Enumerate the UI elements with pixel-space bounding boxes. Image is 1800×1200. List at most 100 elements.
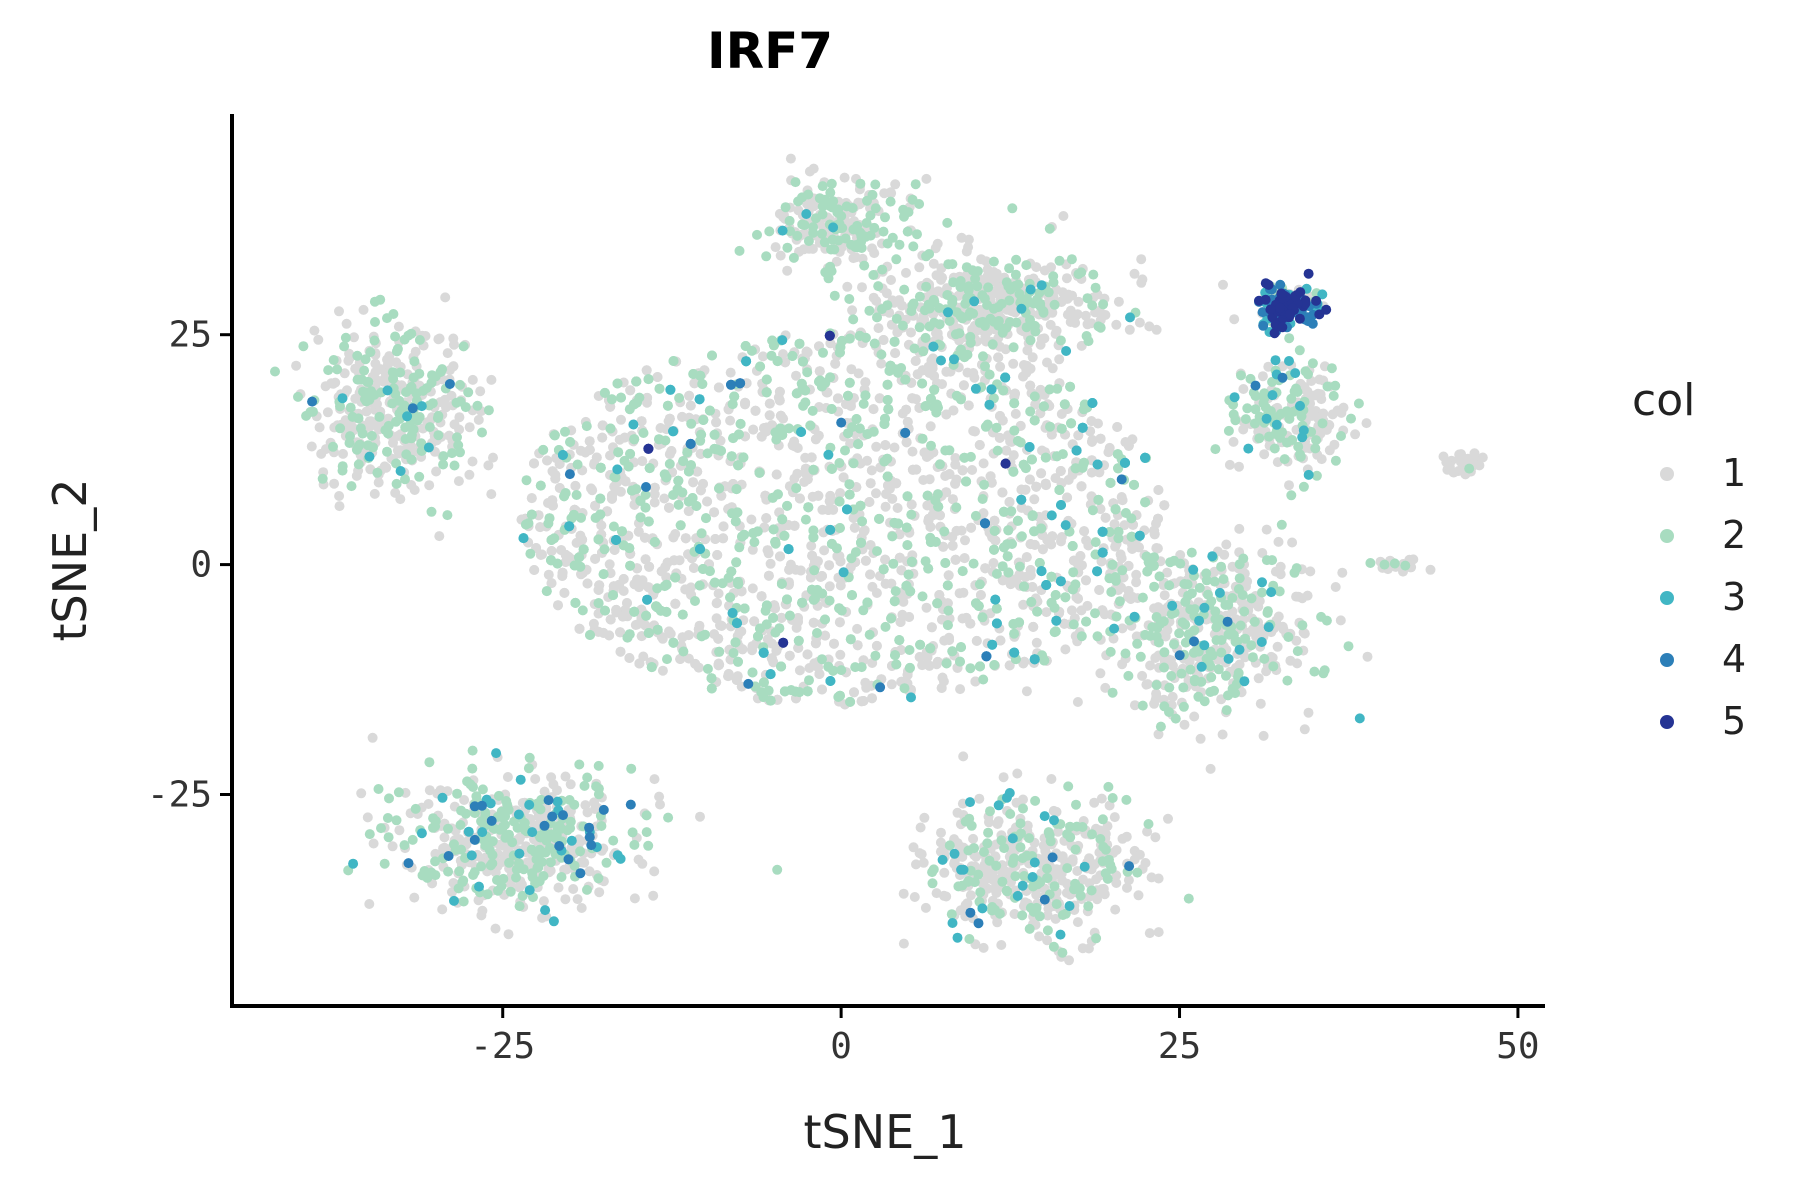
scatter-point — [448, 333, 459, 344]
scatter-point — [454, 412, 465, 423]
scatter-point — [570, 480, 581, 491]
scatter-point — [826, 178, 837, 189]
scatter-point — [714, 483, 725, 494]
scatter-point — [1054, 354, 1065, 365]
scatter-point — [599, 544, 610, 555]
scatter-point — [529, 458, 539, 469]
scatter-point — [874, 513, 885, 524]
scatter-point — [394, 825, 405, 836]
scatter-point — [813, 490, 824, 501]
scatter-point — [1096, 793, 1107, 804]
scatter-point — [974, 579, 985, 590]
scatter-point — [857, 282, 867, 293]
scatter-point — [989, 544, 999, 555]
scatter-point — [1036, 523, 1047, 534]
scatter-point — [1273, 536, 1284, 547]
scatter-point — [1153, 513, 1163, 524]
scatter-point — [803, 236, 814, 246]
scatter-point — [951, 502, 962, 513]
scatter-point — [322, 407, 333, 418]
scatter-point — [917, 591, 928, 602]
scatter-point — [1059, 399, 1070, 410]
scatter-point — [959, 452, 970, 463]
scatter-point — [634, 658, 645, 669]
scatter-point — [763, 570, 774, 581]
scatter-point — [605, 450, 615, 461]
scatter-point — [894, 635, 905, 646]
scatter-point — [619, 432, 630, 443]
scatter-point — [947, 646, 958, 657]
scatter-point — [612, 378, 623, 389]
scatter-point — [685, 400, 696, 411]
scatter-point — [1094, 467, 1105, 478]
scatter-point — [802, 649, 813, 660]
scatter-point — [835, 488, 846, 499]
scatter-point — [538, 444, 549, 455]
scatter-point — [543, 569, 554, 580]
scatter-point — [835, 649, 846, 660]
scatter-point — [582, 578, 593, 589]
scatter-point — [568, 884, 579, 894]
scatter-point — [731, 484, 742, 495]
chart-title: IRF7 — [707, 22, 833, 80]
scatter-point — [728, 433, 739, 444]
scatter-point — [1082, 293, 1093, 304]
scatter-point — [855, 500, 866, 511]
scatter-point — [1026, 454, 1037, 465]
scatter-point — [641, 610, 652, 621]
scatter-point — [871, 441, 882, 452]
scatter-point — [907, 464, 918, 475]
scatter-point — [777, 429, 788, 440]
scatter-point — [1129, 479, 1139, 490]
scatter-point — [901, 580, 912, 591]
scatter-point — [1055, 335, 1066, 346]
scatter-point — [1072, 697, 1083, 707]
scatter-point — [1080, 310, 1091, 321]
scatter-point — [882, 453, 893, 464]
scatter-point — [382, 354, 392, 365]
scatter-point — [649, 537, 660, 547]
scatter-point — [848, 458, 859, 469]
scatter-point — [1025, 380, 1036, 391]
scatter-point — [994, 432, 1005, 443]
scatter-point — [780, 202, 791, 213]
scatter-point — [858, 398, 869, 409]
scatter-point — [1062, 492, 1073, 503]
scatter-point — [826, 463, 837, 474]
scatter-point — [1027, 510, 1038, 521]
scatter-point — [1032, 606, 1043, 617]
scatter-point — [869, 248, 880, 259]
scatter-point — [1285, 655, 1296, 666]
scatter-point — [590, 804, 600, 814]
scatter-point — [326, 378, 337, 389]
scatter-point — [840, 445, 850, 456]
scatter-point — [731, 675, 742, 685]
scatter-point — [1273, 611, 1284, 622]
scatter-point — [1336, 407, 1347, 418]
scatter-point — [942, 620, 953, 631]
scatter-point — [880, 578, 891, 589]
scatter-point — [546, 578, 557, 589]
scatter-point — [844, 479, 855, 490]
scatter-point — [329, 478, 340, 489]
scatter-point — [1048, 805, 1059, 816]
scatter-point — [747, 667, 758, 678]
scatter-point — [911, 859, 921, 870]
scatter-point — [643, 374, 654, 385]
scatter-point — [1042, 535, 1053, 546]
scatter-point — [629, 434, 640, 445]
scatter-point — [829, 244, 840, 255]
scatter-point — [825, 338, 836, 349]
scatter-point — [854, 330, 865, 341]
scatter-point — [944, 635, 955, 645]
scatter-point — [643, 628, 654, 638]
scatter-point — [1287, 537, 1298, 548]
scatter-point — [835, 580, 846, 591]
scatter-point — [889, 596, 900, 607]
scatter-point — [770, 627, 781, 638]
scatter-point — [725, 367, 736, 378]
scatter-point — [1067, 290, 1078, 301]
scatter-point — [732, 576, 743, 587]
scatter-point — [392, 445, 403, 456]
scatter-point — [593, 598, 604, 609]
